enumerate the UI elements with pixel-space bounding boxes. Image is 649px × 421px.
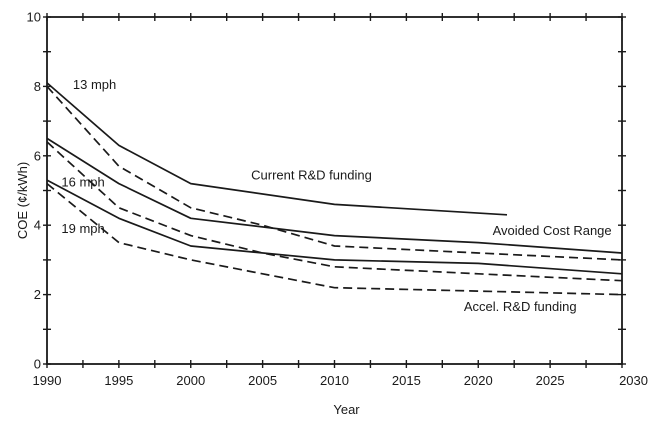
annotation-label: 19 mph	[61, 221, 104, 236]
series-line-3	[46, 85, 623, 261]
series-line-0	[46, 82, 508, 216]
annotation-label: Accel. R&D funding	[464, 299, 577, 314]
x-tick-label: 2025	[536, 373, 565, 388]
x-tick-label: 2000	[176, 373, 205, 388]
series-line-4	[46, 141, 623, 282]
x-tick-label: 1995	[104, 373, 133, 388]
series-line-5	[46, 182, 623, 296]
x-axis-title: Year	[333, 402, 360, 417]
y-axis-title: COE (¢/kWh)	[15, 162, 30, 239]
annotation-label: 16 mph	[61, 174, 104, 189]
y-tick-label: 6	[34, 148, 41, 163]
y-tick-label: 10	[27, 10, 41, 25]
x-tick-label: 2005	[248, 373, 277, 388]
y-tick-label: 0	[34, 357, 41, 372]
y-tick-label: 2	[34, 287, 41, 302]
annotation-label: Current R&D funding	[251, 167, 372, 182]
x-tick-label: 2020	[464, 373, 493, 388]
x-tick-label: 2015	[392, 373, 421, 388]
annotation-label: Avoided Cost Range	[493, 223, 612, 238]
x-tick-label: 1990	[33, 373, 62, 388]
series-line-1	[46, 137, 623, 254]
series-line-2	[46, 179, 623, 275]
x-tick-label: 2030	[619, 373, 648, 388]
x-tick-label: 2010	[320, 373, 349, 388]
annotation-label: 13 mph	[73, 77, 116, 92]
y-tick-label: 4	[34, 218, 41, 233]
y-tick-label: 8	[34, 79, 41, 94]
